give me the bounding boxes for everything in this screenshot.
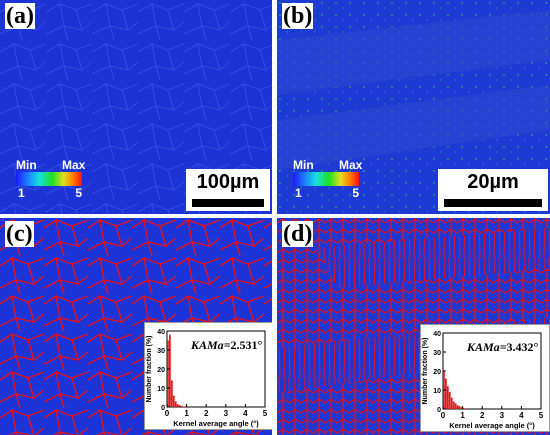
x-tick-label: 5 [263,409,268,418]
kama-annotation: KAMa=2.531° [191,338,262,353]
y-tick-label: 0 [437,407,441,414]
kama-label: KAMa [191,338,224,352]
color-bar [16,172,82,186]
x-tick-label: 2 [480,411,485,420]
x-tick-label: 0 [441,411,446,420]
kama-label: KAMa [467,340,500,354]
x-tick-label: 2 [204,409,209,418]
legend-min-value: 1 [295,186,302,200]
panel-label: (c) [5,221,34,247]
legend-max-label: Max [62,158,86,172]
kama-annotation: KAMa=3.432° [467,340,538,355]
histogram-bar [464,408,467,409]
x-axis-label: Kernel average angle (°) [173,419,259,428]
histogram-bar [180,406,183,407]
x-tick-label: 4 [519,411,524,420]
x-tick-label: 0 [165,409,170,418]
kama-value: =2.531° [223,338,263,352]
panel-d-boundary-map: (d) 0 1 2 3 4 5 0 10 20 30 40 Kernel average angle … [277,218,550,435]
histogram-bar [450,397,453,409]
histogram-bar [178,405,181,407]
y-tick-label: 0 [161,405,165,412]
histogram-bar [182,406,185,407]
kam-histogram: 0 1 2 3 4 5 0 10 20 30 40 Kernel average angle (°) N… [144,322,272,430]
legend-min-label: Min [16,158,37,172]
histogram-bar [170,380,173,407]
scale-bar-label: 20µm [467,171,519,193]
scale-bar-label: 100µm [196,171,260,193]
histogram-bar [460,407,463,409]
histogram-bar [444,378,447,409]
panel-a-kam-map: (a) Min Max 1 5 100µm [0,0,272,214]
panel-c-boundary-map: (c) 0 1 2 3 4 5 0 10 20 30 40 Kernel average angle … [0,218,272,435]
y-axis-label: Number fraction (%) [422,338,429,405]
legend-max-value: 5 [75,186,82,200]
legend-min-value: 1 [18,186,25,200]
x-tick-label: 4 [243,409,248,418]
legend-max-value: 5 [352,186,359,200]
histogram-bar [448,391,451,409]
histogram-bar [462,407,465,409]
y-tick-label: 10 [433,388,441,395]
x-tick-label: 3 [500,411,505,420]
scale-bar-line [444,199,542,207]
legend-min-label: Min [293,158,314,172]
y-tick-label: 40 [433,331,441,338]
histogram-bar [168,334,171,407]
histogram-bar [176,404,179,407]
y-tick-label: 40 [157,329,165,336]
histogram-bar [172,395,175,407]
y-tick-label: 20 [157,367,165,374]
histogram-plot: 0 1 2 3 4 5 0 10 20 30 40 Kernel average angle (°) N… [422,331,544,430]
histogram-bar [456,405,459,409]
panel-b-kam-map: (b) Min Max 1 5 20µm [277,0,550,214]
histogram-bar [454,403,457,409]
y-tick-label: 30 [157,348,165,355]
color-legend: Min Max 1 5 [291,158,363,206]
scale-bar: 100µm [186,169,270,211]
panel-label: (d) [282,221,314,247]
histogram-bar [446,386,449,409]
y-tick-label: 20 [433,369,441,376]
x-axis-label: Kernel average angle (°) [449,421,535,430]
x-tick-label: 1 [460,411,465,420]
scale-bar: 20µm [438,169,548,211]
panel-label: (b) [282,3,314,29]
kama-value: =3.432° [499,340,539,354]
histogram-bar [458,406,461,409]
y-tick-label: 30 [433,350,441,357]
y-axis-label: Number fraction (%) [146,336,153,403]
histogram-bar [167,340,169,407]
legend-max-label: Max [339,158,363,172]
histogram-bar [174,401,177,407]
x-tick-label: 5 [539,411,544,420]
x-tick-label: 3 [224,409,229,418]
panel-label: (a) [5,3,35,29]
x-tick-label: 1 [184,409,189,418]
histogram-plot: 0 1 2 3 4 5 0 10 20 30 40 Kernel average angle (°) N… [146,329,268,428]
histogram-bar [452,401,455,409]
y-tick-label: 10 [157,386,165,393]
color-legend: Min Max 1 5 [14,158,86,206]
scale-bar-line [192,199,264,207]
color-bar [293,172,359,186]
kam-histogram: 0 1 2 3 4 5 0 10 20 30 40 Kernel average angle (°) N… [420,324,550,432]
